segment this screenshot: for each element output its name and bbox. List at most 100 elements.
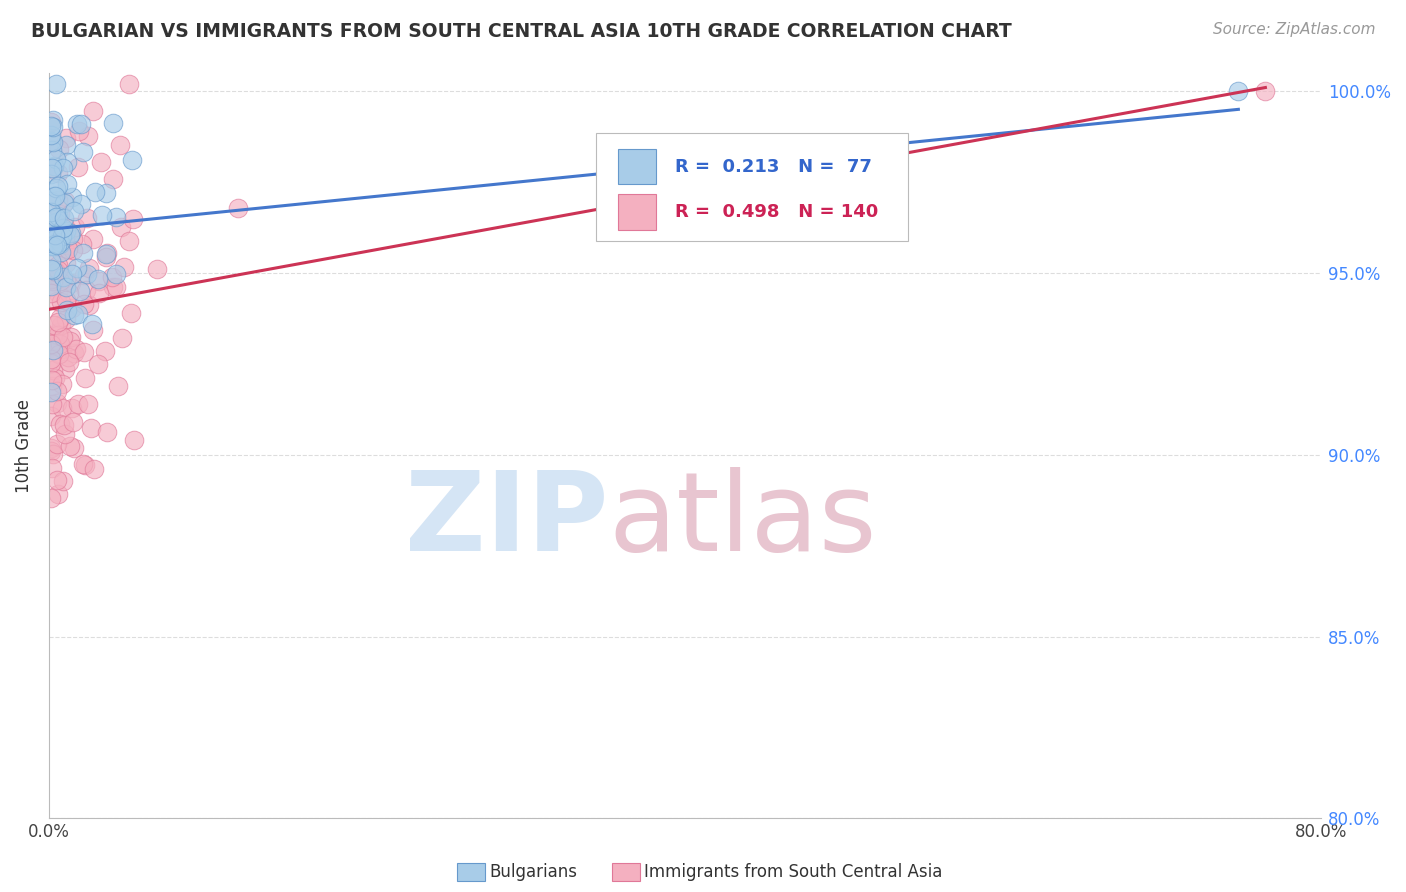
Point (48, 346, 70, 360)
Point (51, 343, 73, 357)
Point (101, 270, 124, 285)
Point (83, 462, 105, 476)
Point (94, 251, 117, 265)
Point (46, 263, 69, 277)
Point (39, 271, 62, 285)
Point (42, 189, 65, 203)
Text: BULGARIAN VS IMMIGRANTS FROM SOUTH CENTRAL ASIA 10TH GRADE CORRELATION CHART: BULGARIAN VS IMMIGRANTS FROM SOUTH CENTR… (31, 22, 1012, 41)
Point (67, 160, 90, 174)
Point (67, 397, 90, 411)
Point (80, 421, 103, 435)
Point (46, 236, 69, 251)
Point (53, 231, 76, 245)
Point (39, 262, 62, 277)
Point (41, 379, 63, 393)
Point (103, 280, 125, 294)
Point (121, 153, 143, 168)
Point (52, 329, 75, 343)
Point (77, 397, 100, 411)
Point (110, 331, 132, 345)
Point (76, 267, 98, 281)
Point (62, 243, 84, 257)
Point (39, 336, 62, 351)
Point (44, 334, 66, 348)
Point (62, 232, 84, 246)
Point (55, 256, 77, 270)
Point (46, 194, 69, 208)
Point (52, 272, 75, 286)
Point (46, 437, 69, 451)
Text: R =  0.498   N = 140: R = 0.498 N = 140 (675, 202, 879, 221)
Point (63, 441, 86, 455)
Point (55, 131, 77, 145)
Point (41, 161, 63, 175)
Point (146, 262, 169, 277)
Point (46, 294, 69, 309)
Point (56, 351, 79, 365)
Point (39, 409, 62, 424)
Point (39, 339, 62, 353)
Point (96, 246, 118, 260)
Point (55, 224, 77, 238)
Point (72, 246, 94, 260)
Point (41, 397, 63, 411)
Point (42, 262, 65, 277)
Point (46, 233, 69, 247)
Point (82, 103, 104, 118)
Point (73, 458, 96, 473)
Point (48, 179, 70, 194)
Point (59, 439, 82, 453)
Point (46, 328, 69, 343)
Point (39, 254, 62, 268)
Point (42, 120, 65, 135)
Point (39, 442, 62, 456)
Y-axis label: 10th Grade: 10th Grade (15, 399, 32, 492)
Point (55, 274, 77, 288)
Point (82, 232, 104, 246)
Point (53, 242, 76, 256)
Point (39, 385, 62, 400)
Point (48, 207, 70, 221)
Point (39, 337, 62, 351)
Point (69, 284, 91, 298)
Point (41, 461, 63, 475)
Point (1227, 84, 1250, 98)
Point (73, 297, 96, 311)
Point (58, 286, 80, 301)
Point (51, 377, 73, 392)
Point (49, 417, 72, 431)
Point (39, 120, 62, 134)
Point (42, 328, 65, 343)
Point (48, 311, 70, 326)
Point (41, 136, 63, 150)
Point (55, 280, 77, 294)
Text: R =  0.213   N =  77: R = 0.213 N = 77 (675, 158, 872, 176)
Point (39, 194, 62, 209)
Point (53, 244, 76, 258)
Text: Source: ZipAtlas.com: Source: ZipAtlas.com (1212, 22, 1375, 37)
Point (41, 143, 63, 157)
Point (63, 204, 86, 219)
Point (49, 236, 72, 251)
Point (49, 274, 72, 288)
Point (49, 236, 72, 251)
Point (53, 219, 76, 234)
Point (41, 373, 63, 387)
Point (48, 337, 70, 351)
Point (39, 285, 62, 300)
Point (76, 211, 98, 225)
Point (70, 117, 93, 131)
Point (82, 323, 104, 337)
Point (58, 355, 80, 369)
Point (93, 343, 115, 358)
Point (63, 308, 86, 322)
Point (226, 201, 249, 215)
Point (96, 425, 118, 439)
Point (112, 260, 135, 274)
Point (104, 211, 127, 225)
Point (66, 261, 89, 276)
Point (105, 279, 128, 293)
Point (103, 116, 125, 130)
Point (60, 267, 83, 281)
Point (52, 221, 75, 235)
